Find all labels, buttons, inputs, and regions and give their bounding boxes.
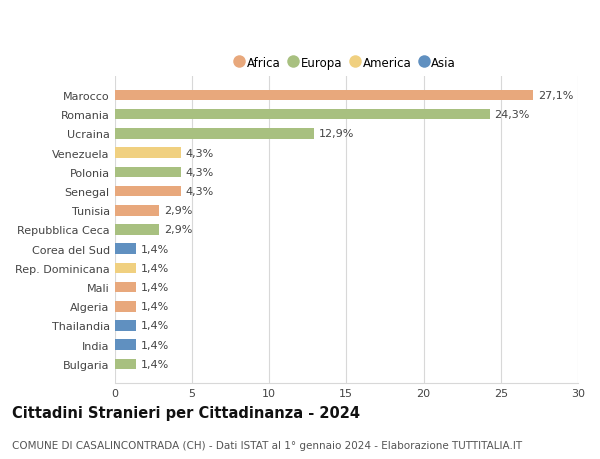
- Bar: [115, 263, 136, 274]
- Bar: [115, 110, 490, 120]
- Bar: [115, 90, 533, 101]
- Bar: [115, 129, 314, 140]
- Text: 1,4%: 1,4%: [141, 321, 169, 331]
- Legend: Africa, Europa, America, Asia: Africa, Europa, America, Asia: [232, 52, 461, 74]
- Text: 1,4%: 1,4%: [141, 263, 169, 273]
- Text: 1,4%: 1,4%: [141, 359, 169, 369]
- Text: 24,3%: 24,3%: [494, 110, 530, 120]
- Bar: [115, 148, 181, 158]
- Text: 1,4%: 1,4%: [141, 282, 169, 292]
- Text: 2,9%: 2,9%: [164, 206, 193, 216]
- Bar: [115, 301, 136, 312]
- Text: 2,9%: 2,9%: [164, 225, 193, 235]
- Text: 1,4%: 1,4%: [141, 340, 169, 350]
- Bar: [115, 340, 136, 350]
- Bar: [115, 224, 160, 235]
- Bar: [115, 186, 181, 197]
- Text: 27,1%: 27,1%: [538, 91, 573, 101]
- Bar: [115, 282, 136, 293]
- Bar: [115, 320, 136, 331]
- Bar: [115, 244, 136, 254]
- Bar: [115, 359, 136, 369]
- Text: COMUNE DI CASALINCONTRADA (CH) - Dati ISTAT al 1° gennaio 2024 - Elaborazione TU: COMUNE DI CASALINCONTRADA (CH) - Dati IS…: [12, 440, 522, 450]
- Text: 1,4%: 1,4%: [141, 244, 169, 254]
- Bar: [115, 167, 181, 178]
- Text: 4,3%: 4,3%: [185, 187, 214, 196]
- Text: 4,3%: 4,3%: [185, 168, 214, 178]
- Text: Cittadini Stranieri per Cittadinanza - 2024: Cittadini Stranieri per Cittadinanza - 2…: [12, 405, 360, 420]
- Bar: [115, 206, 160, 216]
- Text: 12,9%: 12,9%: [319, 129, 354, 139]
- Text: 1,4%: 1,4%: [141, 302, 169, 312]
- Text: 4,3%: 4,3%: [185, 148, 214, 158]
